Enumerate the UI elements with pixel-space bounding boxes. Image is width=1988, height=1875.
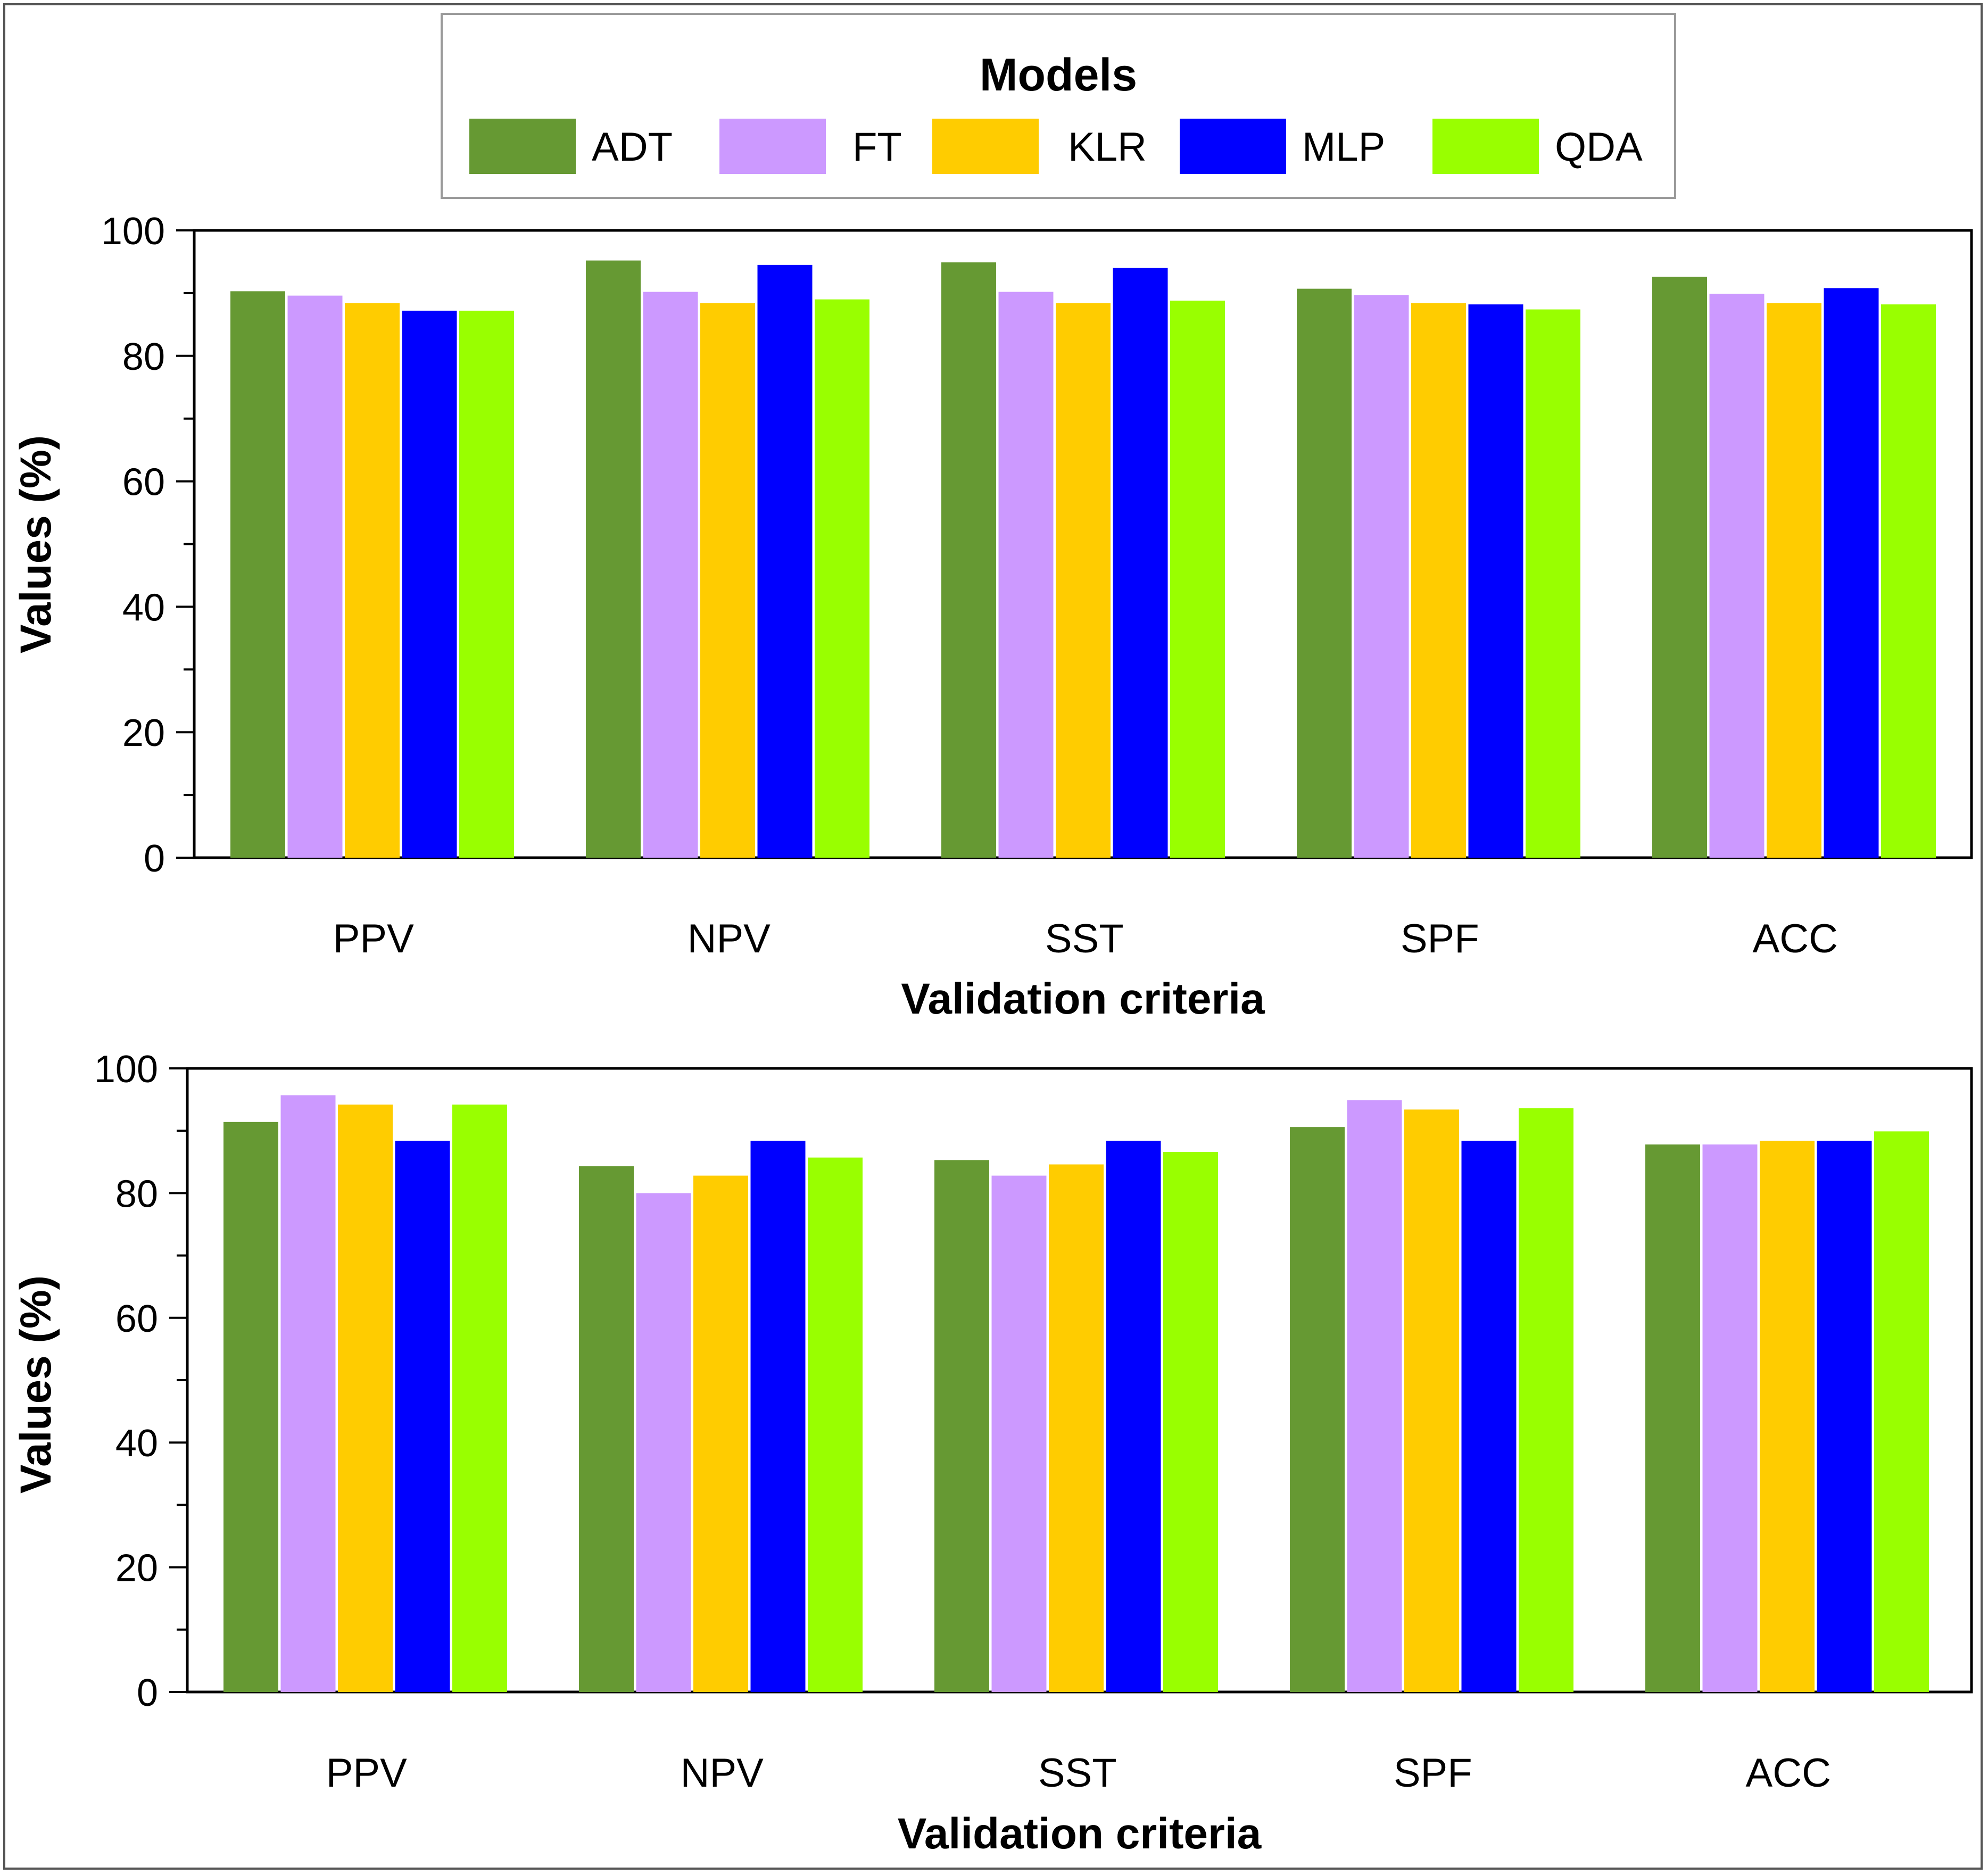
y-axis-title-bottom: Values (%) — [12, 1275, 60, 1494]
bar-top-npv-qda — [815, 299, 869, 858]
bar-top-acc-mlp — [1824, 288, 1879, 858]
x-category-label-bottom-ppv: PPV — [326, 1750, 407, 1796]
bar-bottom-sst-qda — [1163, 1152, 1218, 1692]
legend-label-qda: QDA — [1555, 125, 1643, 170]
legend-label-ft: FT — [852, 125, 902, 170]
bar-bottom-spf-klr — [1404, 1109, 1459, 1692]
legend-swatch-klr — [932, 119, 1039, 174]
bar-bottom-acc-ft — [1702, 1144, 1758, 1692]
bar-bottom-sst-klr — [1049, 1164, 1104, 1692]
x-category-label-top-spf: SPF — [1401, 916, 1479, 961]
chart-top: 0 20 40 60 80 100 PPV NPV SST SPF ACC Validation cr… — [12, 210, 1973, 1023]
y-tick-label-top-100: 100 — [101, 210, 165, 253]
x-axis-title-top: Validation criteria — [901, 975, 1265, 1023]
legend: Models ADT FT KLR MLP QDA — [441, 13, 1676, 199]
y-tick-label-top-20: 20 — [122, 712, 165, 754]
x-category-label-bottom-npv: NPV — [681, 1750, 764, 1796]
bar-top-sst-qda — [1170, 301, 1225, 858]
bar-bottom-npv-qda — [808, 1157, 863, 1692]
bar-top-ppv-klr — [345, 303, 400, 858]
bar-top-spf-mlp — [1468, 304, 1523, 858]
legend-label-mlp: MLP — [1302, 125, 1386, 170]
bar-top-acc-adt — [1652, 277, 1707, 858]
x-category-label-bottom-acc: ACC — [1746, 1750, 1831, 1796]
bar-bottom-npv-mlp — [750, 1140, 806, 1692]
y-tick-label-bottom-60: 60 — [115, 1298, 158, 1340]
x-category-label-top-acc: ACC — [1753, 916, 1838, 961]
bar-bottom-ppv-ft — [280, 1095, 336, 1692]
y-tick-label-bottom-100: 100 — [94, 1048, 158, 1091]
y-tick-label-bottom-40: 40 — [115, 1422, 158, 1465]
legend-title: Models — [979, 49, 1138, 101]
bar-bottom-spf-adt — [1290, 1127, 1345, 1692]
x-category-label-bottom-spf: SPF — [1394, 1750, 1472, 1796]
bar-bottom-sst-mlp — [1106, 1140, 1161, 1692]
bar-bottom-acc-qda — [1874, 1131, 1929, 1692]
bar-top-sst-mlp — [1113, 268, 1168, 858]
bar-top-ppv-ft — [287, 295, 343, 858]
bar-bottom-sst-ft — [991, 1175, 1047, 1692]
bar-top-npv-adt — [586, 260, 641, 858]
bar-bottom-acc-klr — [1760, 1140, 1815, 1692]
bar-top-ppv-qda — [459, 310, 514, 858]
bar-bottom-npv-ft — [636, 1193, 691, 1692]
bar-bottom-ppv-mlp — [395, 1140, 450, 1692]
bar-top-ppv-adt — [230, 291, 285, 858]
bar-top-spf-qda — [1526, 309, 1580, 858]
bar-top-spf-klr — [1411, 303, 1466, 858]
bar-top-sst-klr — [1056, 303, 1111, 858]
bar-bottom-sst-adt — [934, 1160, 989, 1692]
legend-swatch-qda — [1432, 119, 1539, 174]
bar-bottom-npv-klr — [693, 1175, 748, 1692]
legend-swatch-adt — [469, 119, 576, 174]
bar-top-acc-qda — [1881, 304, 1936, 858]
y-tick-label-top-0: 0 — [144, 837, 165, 880]
y-tick-label-bottom-20: 20 — [115, 1547, 158, 1590]
chart-bottom: 0 20 40 60 80 100 PPV NPV SST SPF ACC Validation cr… — [12, 1048, 1973, 1858]
bar-bottom-ppv-qda — [452, 1104, 507, 1692]
x-category-label-top-ppv: PPV — [333, 916, 414, 961]
y-tick-label-top-80: 80 — [122, 336, 165, 378]
bar-bottom-acc-adt — [1645, 1144, 1700, 1692]
y-tick-label-bottom-80: 80 — [115, 1173, 158, 1215]
y-axis-title-top: Values (%) — [12, 435, 60, 653]
y-tick-label-top-40: 40 — [122, 586, 165, 629]
bar-bottom-spf-qda — [1519, 1108, 1573, 1692]
bar-top-spf-adt — [1297, 288, 1352, 858]
bar-bottom-ppv-adt — [223, 1122, 278, 1692]
bar-top-acc-klr — [1767, 303, 1821, 858]
x-category-label-top-npv: NPV — [687, 916, 771, 961]
bar-top-npv-klr — [700, 303, 755, 858]
legend-label-klr: KLR — [1068, 125, 1147, 170]
bar-bottom-spf-ft — [1347, 1100, 1402, 1692]
bar-bottom-spf-mlp — [1461, 1140, 1517, 1692]
bar-bottom-npv-adt — [579, 1166, 634, 1692]
figure-frame — [3, 3, 1983, 1870]
bar-bottom-acc-mlp — [1817, 1140, 1872, 1692]
y-tick-label-top-60: 60 — [122, 461, 165, 504]
bar-top-npv-ft — [643, 292, 698, 858]
x-category-label-bottom-sst: SST — [1038, 1750, 1117, 1796]
y-tick-label-bottom-0: 0 — [137, 1672, 158, 1714]
bar-top-sst-adt — [941, 262, 996, 858]
bar-top-spf-ft — [1354, 295, 1409, 858]
bar-bottom-ppv-klr — [338, 1104, 393, 1692]
legend-swatch-mlp — [1180, 119, 1286, 174]
x-axis-title-bottom: Validation criteria — [898, 1810, 1262, 1858]
bar-top-ppv-mlp — [402, 310, 457, 858]
x-category-label-top-sst: SST — [1045, 916, 1124, 961]
bar-top-sst-ft — [998, 292, 1054, 858]
bar-top-npv-mlp — [757, 264, 813, 858]
bar-top-acc-ft — [1709, 294, 1765, 858]
legend-swatch-ft — [719, 119, 826, 174]
legend-label-adt: ADT — [592, 125, 673, 170]
